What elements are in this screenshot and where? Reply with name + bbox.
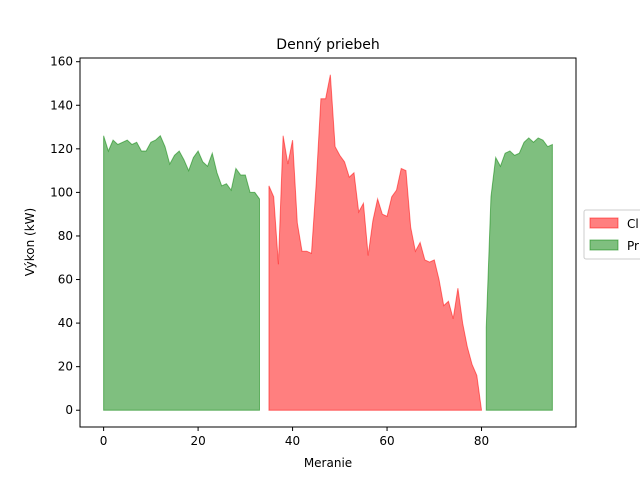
x-tick-label: 80 xyxy=(474,434,489,448)
plot-areas xyxy=(103,74,553,411)
y-axis: 0 20 40 60 80 100 120 140 160 xyxy=(50,55,80,417)
y-axis-label: Výkon (kW) xyxy=(23,208,37,276)
x-tick-label: 60 xyxy=(379,434,394,448)
legend: Cl Pr xyxy=(583,209,640,260)
plot-frame xyxy=(79,57,577,428)
legend-label-cl: Cl xyxy=(627,217,639,231)
area-pr-1 xyxy=(103,134,260,411)
y-tick-label: 80 xyxy=(58,229,73,243)
y-tick-label: 100 xyxy=(50,185,73,199)
y-tick-label: 0 xyxy=(65,403,73,417)
x-axis-label: Meranie xyxy=(304,456,352,470)
chart-title: Denný priebeh xyxy=(276,37,379,53)
area-cl xyxy=(268,74,483,411)
y-tick-label: 160 xyxy=(50,55,73,69)
y-tick-label: 40 xyxy=(58,316,73,330)
x-tick-label: 20 xyxy=(190,434,205,448)
y-tick-label: 60 xyxy=(58,273,73,287)
legend-swatch-cl xyxy=(589,217,619,229)
legend-label-pr: Pr xyxy=(627,239,639,253)
x-tick-label: 0 xyxy=(100,434,108,448)
area-pr-2 xyxy=(485,137,553,411)
x-tick-label: 40 xyxy=(285,434,300,448)
y-tick-label: 140 xyxy=(50,98,73,112)
y-tick-label: 20 xyxy=(58,360,73,374)
legend-swatch-pr xyxy=(589,239,619,251)
y-tick-label: 120 xyxy=(50,142,73,156)
x-axis: 0 20 40 60 80 xyxy=(100,427,489,448)
